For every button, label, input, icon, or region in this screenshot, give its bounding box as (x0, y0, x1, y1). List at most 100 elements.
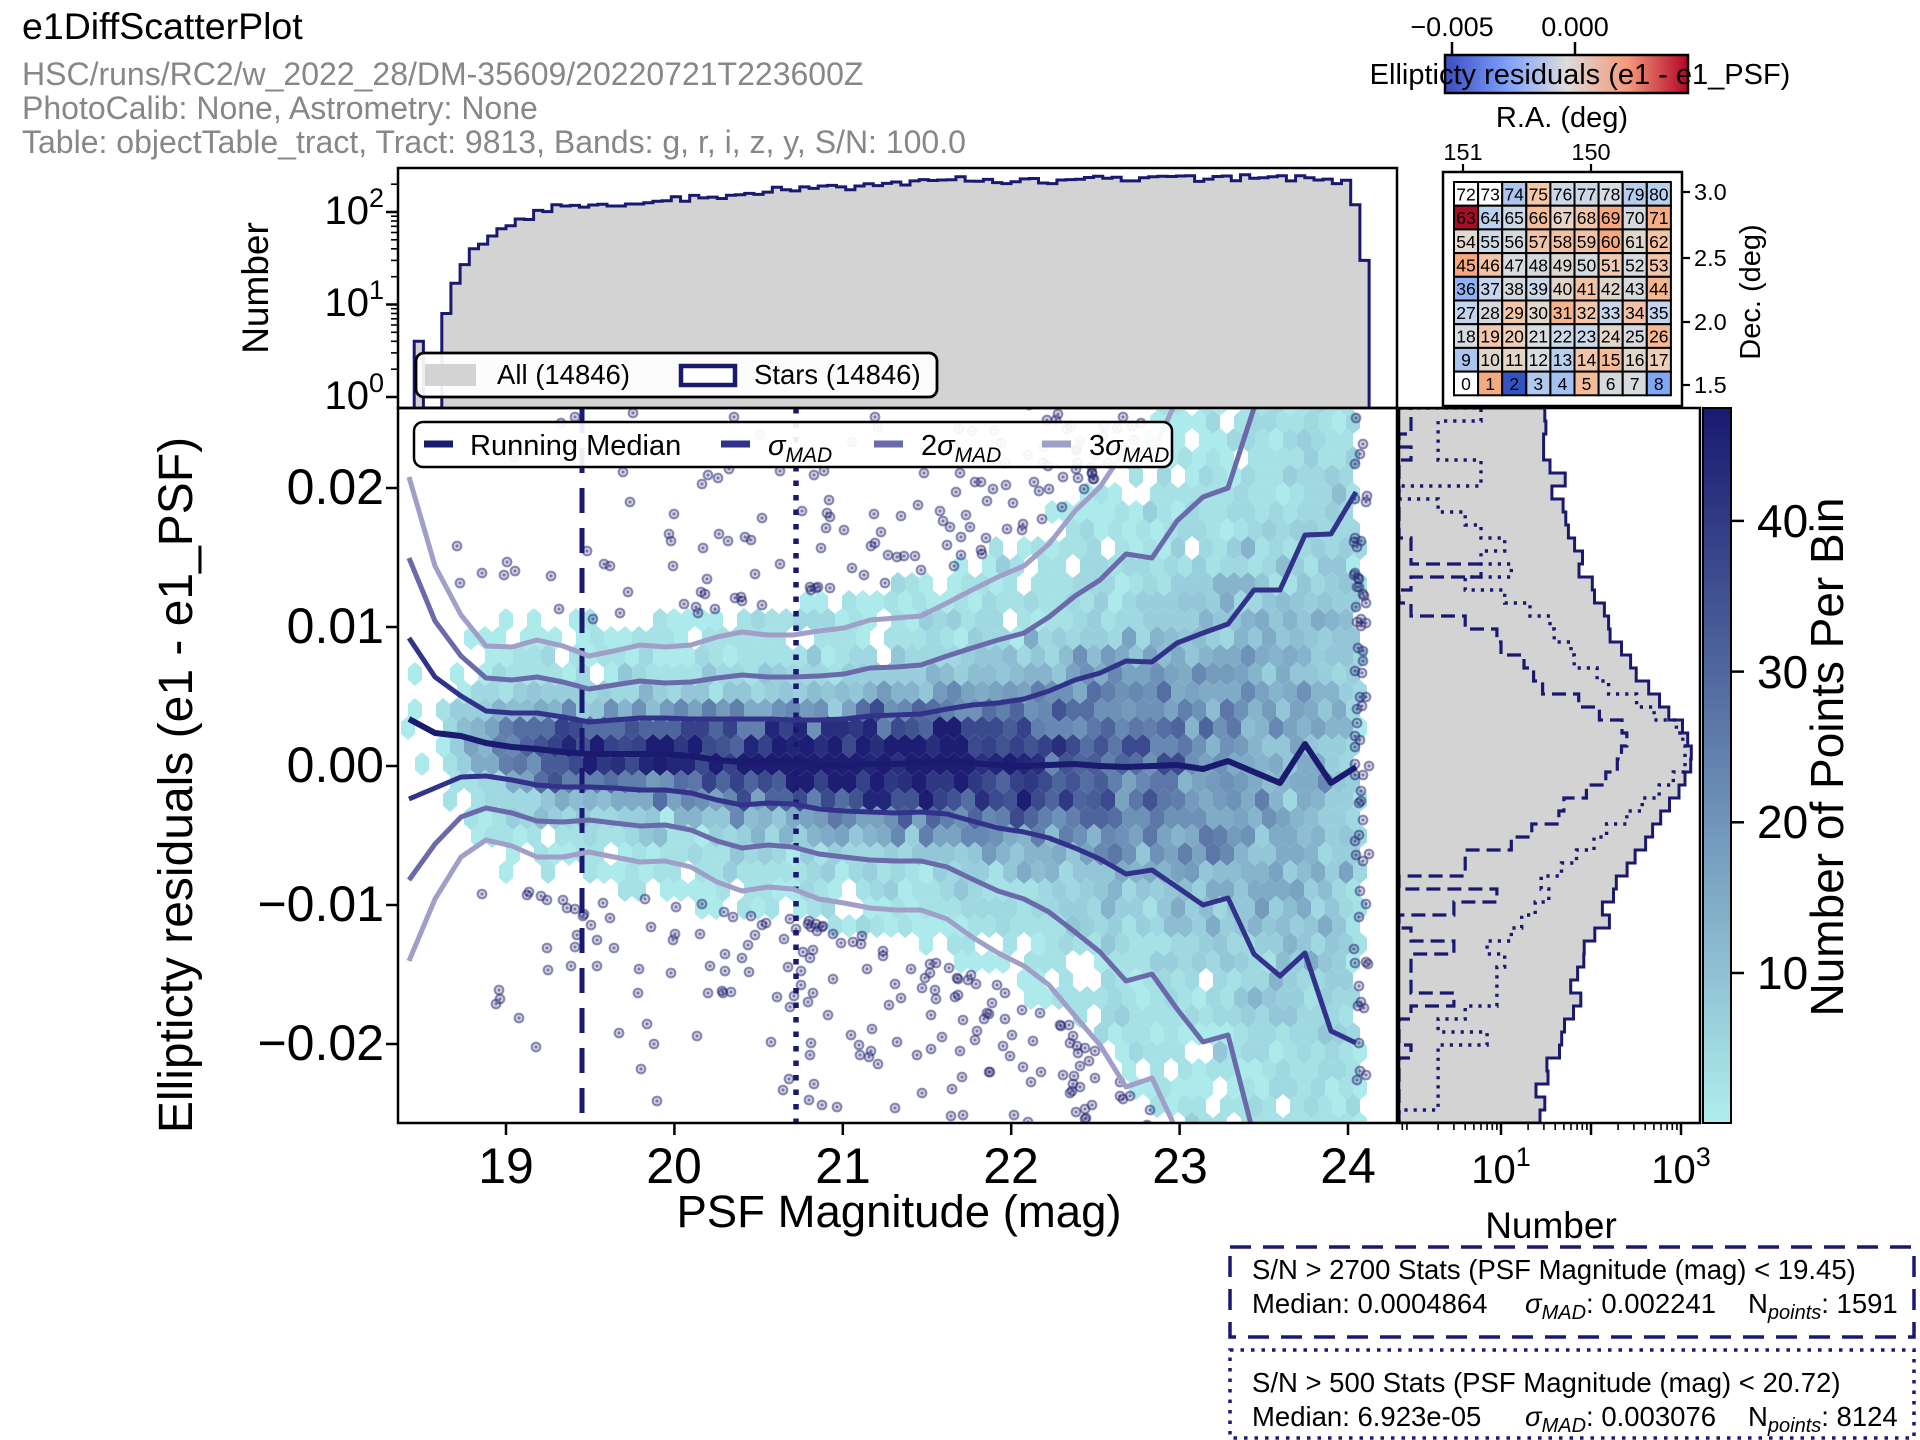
svg-text:52: 52 (1625, 255, 1644, 275)
svg-text:72: 72 (1456, 184, 1475, 204)
svg-text:0.000: 0.000 (1541, 12, 1609, 42)
svg-text:1.5: 1.5 (1694, 372, 1727, 398)
svg-text:42: 42 (1601, 279, 1620, 299)
svg-text:54: 54 (1456, 232, 1476, 252)
svg-text:5: 5 (1582, 374, 1592, 394)
svg-text:35: 35 (1649, 303, 1668, 323)
svg-text:20: 20 (1757, 796, 1808, 848)
svg-text:0.01: 0.01 (287, 598, 384, 654)
svg-text:19: 19 (478, 1138, 534, 1194)
svg-text:53: 53 (1649, 255, 1668, 275)
svg-text:59: 59 (1577, 232, 1596, 252)
svg-text:17: 17 (1649, 350, 1668, 370)
svg-text:26: 26 (1649, 327, 1668, 347)
svg-text:46: 46 (1480, 255, 1499, 275)
svg-text:62: 62 (1649, 232, 1668, 252)
svg-text:20: 20 (1504, 327, 1524, 347)
svg-text:S/N > 500 Stats (PSF Magnitude: S/N > 500 Stats (PSF Magnitude (mag) < 2… (1252, 1367, 1840, 1398)
svg-text:80: 80 (1649, 184, 1669, 204)
svg-text:4: 4 (1558, 374, 1568, 394)
svg-text:24: 24 (1320, 1138, 1376, 1194)
svg-text:69: 69 (1601, 208, 1620, 228)
svg-text:23: 23 (1577, 327, 1596, 347)
svg-text:8: 8 (1654, 374, 1664, 394)
svg-text:64: 64 (1480, 208, 1500, 228)
svg-text:48: 48 (1529, 255, 1548, 275)
svg-text:38: 38 (1504, 279, 1523, 299)
svg-text:32: 32 (1577, 303, 1596, 323)
svg-text:HSC/runs/RC2/w_2022_28/DM-3560: HSC/runs/RC2/w_2022_28/DM-35609/20220721… (22, 56, 863, 92)
svg-text:e1DiffScatterPlot: e1DiffScatterPlot (22, 5, 303, 47)
svg-text:9: 9 (1461, 350, 1471, 370)
svg-text:55: 55 (1480, 232, 1499, 252)
svg-text:76: 76 (1553, 184, 1572, 204)
svg-text:24: 24 (1601, 327, 1621, 347)
svg-text:63: 63 (1456, 208, 1475, 228)
svg-text:57: 57 (1529, 232, 1548, 252)
svg-text:37: 37 (1480, 279, 1499, 299)
svg-text:28: 28 (1480, 303, 1499, 323)
svg-text:1: 1 (1485, 374, 1495, 394)
svg-text:36: 36 (1456, 279, 1475, 299)
svg-text:60: 60 (1601, 232, 1621, 252)
svg-text:Ellipticty residuals (e1 - e1_: Ellipticty residuals (e1 - e1_PSF) (1370, 59, 1791, 91)
svg-text:65: 65 (1504, 208, 1523, 228)
svg-text:44: 44 (1649, 279, 1669, 299)
svg-text:0.00: 0.00 (287, 737, 384, 793)
svg-text:23: 23 (1152, 1138, 1208, 1194)
svg-text:Number: Number (235, 222, 276, 354)
svg-text:3.0: 3.0 (1694, 179, 1727, 205)
svg-text:Number: Number (1485, 1205, 1617, 1246)
svg-text:50: 50 (1577, 255, 1597, 275)
svg-text:14: 14 (1577, 350, 1597, 370)
svg-text:78: 78 (1601, 184, 1620, 204)
svg-text:47: 47 (1504, 255, 1523, 275)
svg-text:12: 12 (1529, 350, 1548, 370)
svg-text:70: 70 (1625, 208, 1645, 228)
svg-text:−0.01: −0.01 (257, 876, 384, 932)
svg-text:43: 43 (1625, 279, 1644, 299)
svg-text:2: 2 (1509, 374, 1519, 394)
svg-text:45: 45 (1456, 255, 1475, 275)
svg-text:11: 11 (1505, 350, 1523, 370)
svg-text:20: 20 (646, 1138, 702, 1194)
svg-text:21: 21 (815, 1138, 871, 1194)
svg-text:100: 100 (324, 368, 384, 418)
svg-text:77: 77 (1577, 184, 1596, 204)
svg-text:51: 51 (1601, 255, 1620, 275)
svg-text:Running Median: Running Median (470, 430, 681, 462)
svg-text:41: 41 (1577, 279, 1596, 299)
svg-text:16: 16 (1625, 350, 1644, 370)
svg-text:Number of Points Per Bin: Number of Points Per Bin (1801, 497, 1853, 1016)
svg-text:151: 151 (1443, 139, 1482, 165)
svg-text:18: 18 (1456, 327, 1475, 347)
svg-text:S/N > 2700 Stats (PSF Magnitud: S/N > 2700 Stats (PSF Magnitude (mag) < … (1252, 1254, 1856, 1285)
svg-text:PSF Magnitude (mag): PSF Magnitude (mag) (676, 1186, 1121, 1237)
svg-text:0.02: 0.02 (287, 459, 384, 515)
svg-text:75: 75 (1529, 184, 1548, 204)
svg-text:39: 39 (1529, 279, 1548, 299)
svg-text:21: 21 (1529, 327, 1548, 347)
svg-text:31: 31 (1553, 303, 1572, 323)
svg-text:6: 6 (1606, 374, 1616, 394)
svg-text:71: 71 (1649, 208, 1668, 228)
svg-text:68: 68 (1577, 208, 1596, 228)
svg-text:R.A. (deg): R.A. (deg) (1496, 102, 1628, 134)
svg-text:27: 27 (1456, 303, 1475, 323)
svg-text:3: 3 (1533, 374, 1543, 394)
svg-text:13: 13 (1553, 350, 1572, 370)
svg-text:All (14846): All (14846) (497, 359, 630, 390)
svg-text:66: 66 (1529, 208, 1548, 228)
svg-text:34: 34 (1625, 303, 1645, 323)
svg-text:10: 10 (1480, 350, 1500, 370)
svg-text:σMAD: 0.003076: σMAD: 0.003076 (1525, 1401, 1716, 1437)
svg-text:49: 49 (1553, 255, 1572, 275)
svg-text:40: 40 (1757, 495, 1808, 547)
svg-text:73: 73 (1480, 184, 1499, 204)
svg-text:Ellipticty residuals (e1 - e1_: Ellipticty residuals (e1 - e1_PSF) (150, 437, 203, 1133)
svg-text:30: 30 (1757, 646, 1808, 698)
svg-text:σMAD: σMAD (768, 430, 832, 467)
svg-text:σMAD: 0.002241: σMAD: 0.002241 (1525, 1288, 1716, 1324)
svg-text:22: 22 (983, 1138, 1039, 1194)
svg-text:7: 7 (1630, 374, 1640, 394)
